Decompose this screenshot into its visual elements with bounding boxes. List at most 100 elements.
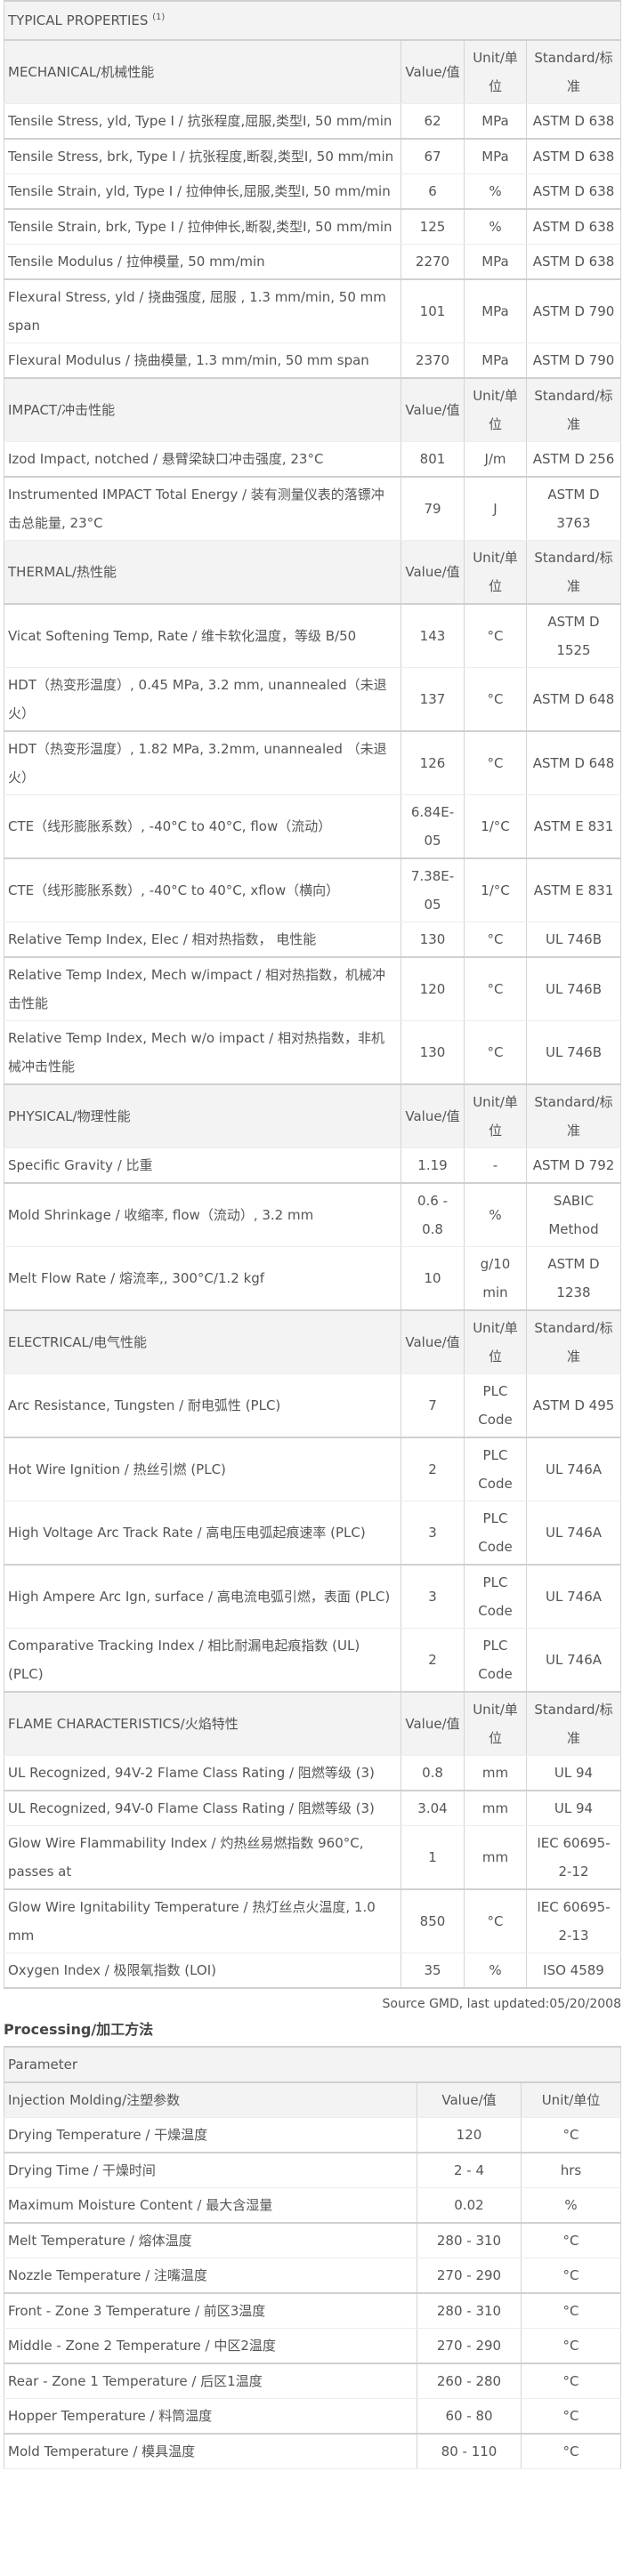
table-row: Hopper Temperature / 料筒温度 60 - 80 °C	[4, 2398, 621, 2435]
section-header-row: THERMAL/热性能 Value/值 Unit/单位 Standard/标准	[4, 540, 621, 605]
processing-table: Parameter Injection Molding/注塑参数 Value/值…	[4, 2046, 621, 2469]
property-standard: UL 746B	[526, 922, 621, 958]
table-row: Tensile Strain, yld, Type I / 拉伸伸长,屈服,类型…	[4, 173, 621, 210]
property-name: Glow Wire Ignitability Temperature / 热灯丝…	[4, 1889, 401, 1953]
property-standard: UL 746A	[526, 1628, 621, 1693]
property-value: 101	[400, 279, 465, 343]
property-unit: J/m	[464, 441, 527, 478]
header-value: Value/值	[417, 2082, 522, 2118]
property-name: HDT（热变形温度）, 1.82 MPa, 3.2mm, unannealed …	[4, 731, 401, 795]
table-row: Vicat Softening Temp, Rate / 维卡软化温度，等级 B…	[4, 604, 621, 668]
parameter-value: 270 - 290	[417, 2258, 522, 2294]
property-unit: °C	[464, 957, 527, 1021]
standard-column-header: Standard/标准	[526, 378, 621, 442]
parameter-unit: °C	[521, 2223, 621, 2258]
processing-title: Processing/加工方法	[4, 2021, 154, 2038]
property-value: 6.84E-05	[400, 794, 465, 859]
parameter-value: 270 - 290	[417, 2328, 522, 2364]
property-unit: °C	[464, 604, 527, 668]
header-unit: Unit/单位	[521, 2082, 621, 2118]
property-value: 35	[400, 1952, 465, 1989]
table-row: Oxygen Index / 极限氧指数 (LOI) 35% ISO 4589	[4, 1952, 621, 1989]
property-value: 0.6 - 0.8	[400, 1183, 465, 1247]
property-name: Flexural Modulus / 挠曲模量, 1.3 mm/min, 50 …	[4, 342, 401, 379]
table-row: High Ampere Arc Ign, surface / 高电流电弧引燃，表…	[4, 1565, 621, 1629]
property-value: 130	[400, 1020, 465, 1085]
property-standard: ASTM D 1238	[526, 1246, 621, 1311]
table-row: Melt Flow Rate / 熔流率,, 300°C/1.2 kgf 10 g/…	[4, 1246, 621, 1311]
property-name: Flexural Stress, yld / 挠曲强度, 屈服 , 1.3 mm…	[4, 279, 401, 343]
header-label: Injection Molding/注塑参数	[4, 2082, 417, 2118]
property-value: 3	[400, 1565, 465, 1629]
property-name: Tensile Strain, brk, Type I / 拉伸伸长,断裂,类型…	[4, 209, 401, 245]
property-value: 120	[400, 957, 465, 1021]
property-unit: MPa	[464, 342, 527, 379]
property-standard: ASTM D 648	[526, 667, 621, 732]
property-standard: ASTM D 790	[526, 279, 621, 343]
property-standard: ASTM D 638	[526, 244, 621, 280]
parameter-value: 80 - 110	[417, 2434, 522, 2469]
property-name: Relative Temp Index, Elec / 相对热指数， 电性能	[4, 922, 401, 958]
parameter-name: Melt Temperature / 熔体温度	[4, 2223, 417, 2258]
property-value: 0.8	[400, 1755, 465, 1791]
parameter-name: Middle - Zone 2 Temperature / 中区2温度	[4, 2328, 417, 2364]
unit-column-header: Unit/单位	[464, 1084, 527, 1148]
property-standard: ASTM D 1525	[526, 604, 621, 668]
standard-column-header: Standard/标准	[526, 540, 621, 605]
property-standard: ASTM D 638	[526, 139, 621, 174]
property-standard: UL 746B	[526, 957, 621, 1021]
table-row: CTE（线形膨胀系数）, -40°C to 40°C, xflow（横向） 7.3…	[4, 858, 621, 922]
property-value: 125	[400, 209, 465, 245]
parameter-name: Drying Time / 干燥时间	[4, 2153, 417, 2188]
section-header-row: MECHANICAL/机械性能 Value/值 Unit/单位 Standard/标准	[4, 40, 621, 104]
property-unit: °C	[464, 667, 527, 732]
table-row: Tensile Stress, brk, Type I / 抗张程度,断裂,类型…	[4, 139, 621, 174]
table-row: Instrumented IMPACT Total Energy / 装有测量仪…	[4, 477, 621, 541]
value-column-header: Value/值	[400, 1692, 465, 1756]
property-name: Oxygen Index / 极限氧指数 (LOI)	[4, 1952, 401, 1989]
table-row: Nozzle Temperature / 注嘴温度 270 - 290 °C	[4, 2258, 621, 2294]
property-name: UL Recognized, 94V-2 Flame Class Rating …	[4, 1755, 401, 1791]
parameter-value: 120	[417, 2117, 522, 2153]
property-value: 126	[400, 731, 465, 795]
property-name: Tensile Stress, yld, Type I / 抗张程度,屈服,类型…	[4, 103, 401, 140]
property-unit: °C	[464, 1020, 527, 1085]
property-name: Tensile Strain, yld, Type I / 拉伸伸长,屈服,类型…	[4, 173, 401, 210]
property-standard: UL 746A	[526, 1437, 621, 1501]
section-header-row: FLAME CHARACTERISTICS/火焰特性 Value/值 Unit/单位…	[4, 1692, 621, 1756]
property-value: 10	[400, 1246, 465, 1311]
property-value: 67	[400, 139, 465, 174]
table-row: CTE（线形膨胀系数）, -40°C to 40°C, flow（流动） 6.84…	[4, 794, 621, 859]
property-unit: %	[464, 209, 527, 245]
section-header-row: IMPACT/冲击性能 Value/值 Unit/单位 Standard/标准	[4, 378, 621, 442]
property-unit: MPa	[464, 244, 527, 280]
parameter-name: Drying Temperature / 干燥温度	[4, 2117, 417, 2153]
property-standard: ASTM D 256	[526, 441, 621, 478]
property-standard: IEC 60695-2-13	[526, 1889, 621, 1953]
parameter-value: 280 - 310	[417, 2223, 522, 2258]
property-standard: ASTM D 648	[526, 731, 621, 795]
parameter-unit: °C	[521, 2398, 621, 2435]
table-row: Arc Resistance, Tungsten / 耐电弧性 (PLC) 7 PL…	[4, 1373, 621, 1438]
typical-properties-title: TYPICAL PROPERTIES (1)	[4, 0, 621, 41]
standard-column-header: Standard/标准	[526, 40, 621, 104]
unit-column-header: Unit/单位	[464, 540, 527, 605]
property-name: High Ampere Arc Ign, surface / 高电流电弧引燃，表…	[4, 1565, 401, 1629]
property-name: Tensile Stress, brk, Type I / 抗张程度,断裂,类型…	[4, 139, 401, 174]
table-row: HDT（热变形温度）, 1.82 MPa, 3.2mm, unannealed …	[4, 731, 621, 795]
property-unit: -	[464, 1147, 527, 1184]
property-unit: PLC Code	[464, 1437, 527, 1501]
unit-column-header: Unit/单位	[464, 378, 527, 442]
table-row: Drying Time / 干燥时间 2 - 4 hrs	[4, 2153, 621, 2188]
property-value: 143	[400, 604, 465, 668]
property-name: Relative Temp Index, Mech w/impact / 相对热…	[4, 957, 401, 1021]
table-row: Relative Temp Index, Mech w/impact / 相对热…	[4, 957, 621, 1021]
parameter-unit: °C	[521, 2328, 621, 2364]
table-row: Tensile Strain, brk, Type I / 拉伸伸长,断裂,类型…	[4, 209, 621, 245]
section-title: ELECTRICAL/电气性能	[4, 1310, 401, 1374]
property-value: 130	[400, 922, 465, 958]
unit-column-header: Unit/单位	[464, 1692, 527, 1756]
property-unit: mm	[464, 1825, 527, 1890]
property-unit: J	[464, 477, 527, 541]
property-unit: mm	[464, 1755, 527, 1791]
